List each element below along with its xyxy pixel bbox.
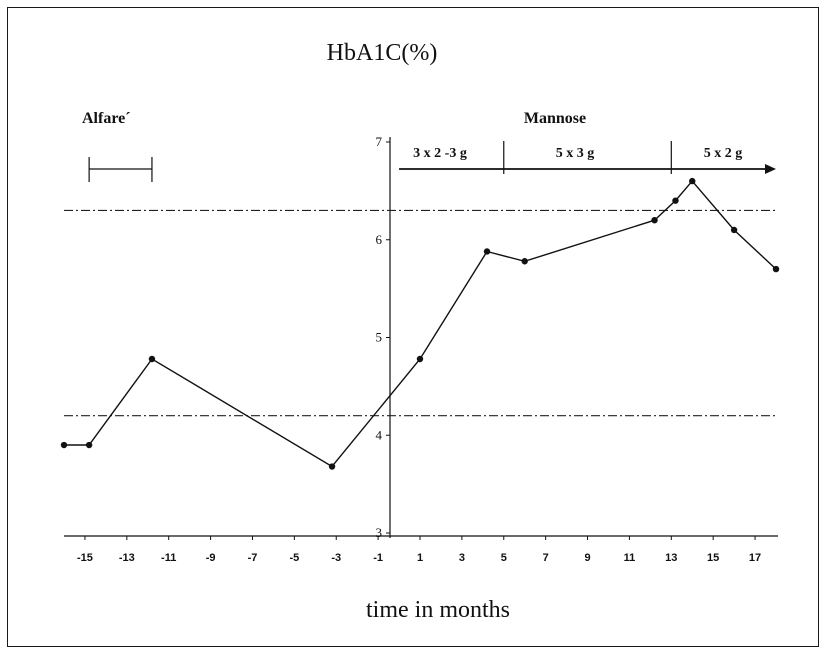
y-tick-label: 5 [376, 330, 383, 345]
x-tick-label: 1 [417, 552, 423, 564]
y-tick-label: 7 [376, 134, 383, 149]
hba1c-data-point [689, 177, 696, 185]
hba1c-data-point [772, 265, 780, 273]
x-tick-label: 13 [665, 552, 677, 564]
hba1c-data-point [328, 463, 336, 470]
reference-lines [64, 209, 776, 417]
hba1c-data-point [60, 441, 68, 449]
x-tick-label: -1 [373, 552, 383, 564]
x-tick-label: -7 [248, 552, 258, 564]
phase-label-3: 5 x 2 g [704, 146, 743, 161]
x-tick-label: 17 [749, 552, 761, 564]
hba1c-data-point [730, 226, 738, 234]
data-series [60, 177, 780, 470]
x-tick-label: 5 [501, 552, 507, 564]
mannose-label: Mannose [524, 110, 586, 127]
treatment-annotations [88, 141, 776, 182]
hba1c-data-point [148, 355, 156, 363]
hba1c-data-point [672, 197, 679, 204]
hba1c-data-point [483, 248, 491, 255]
x-tick-label: -11 [161, 552, 176, 564]
x-tick-label: 15 [707, 552, 719, 564]
chart-title: HbA1C(%) [327, 40, 438, 66]
hba1c-data-point [416, 355, 424, 363]
alfare-label: Alfare´ [82, 110, 131, 127]
y-tick-label: 4 [376, 427, 383, 442]
x-tick-label: 3 [459, 552, 465, 564]
mannose-arrow-head [765, 164, 776, 174]
x-tick-label: -3 [331, 552, 341, 564]
axes-layer [64, 137, 778, 540]
hba1c-data-point [521, 258, 528, 265]
y-tick-label: 6 [376, 232, 383, 247]
hba1c-chart: HbA1C(%) time in months Alfare´ Mannose … [60, 40, 780, 623]
x-tick-label: 11 [624, 552, 636, 564]
figure-frame [7, 7, 819, 647]
hba1c-data-point [651, 217, 658, 224]
x-tick-label: -15 [77, 552, 93, 564]
x-axis-label: time in months [366, 597, 510, 623]
y-tick-label: 3 [376, 525, 383, 540]
phase-label-1: 3 x 2 -3 g [413, 146, 467, 161]
phase-label-2: 5 x 3 g [556, 146, 595, 161]
x-tick-label: 7 [543, 552, 549, 564]
x-tick-label: -5 [289, 552, 299, 564]
hba1c-series-line [64, 180, 777, 468]
x-tick-label: -13 [119, 552, 135, 564]
x-tick-label: 9 [584, 552, 590, 564]
hba1c-data-point [85, 441, 93, 449]
x-tick-label: -9 [206, 552, 216, 564]
